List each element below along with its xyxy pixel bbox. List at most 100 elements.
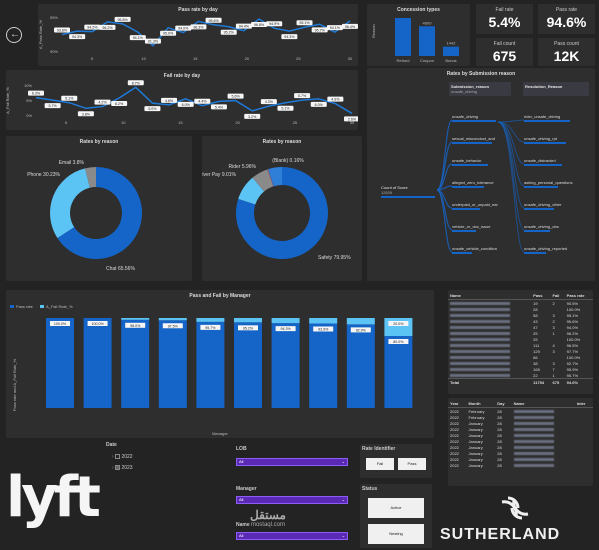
column-header[interactable]: Pass rate xyxy=(564,292,593,300)
column-header[interactable]: Name xyxy=(511,400,575,408)
legend-swatch xyxy=(10,305,14,308)
y-axis-label: Reason xyxy=(371,24,376,38)
data-label-bg xyxy=(69,34,86,40)
x-tick-label: Bonus xyxy=(445,58,456,63)
data-label: 6.3% xyxy=(32,92,41,96)
table-row[interactable]: 2022 January 28 xyxy=(448,462,593,468)
checkbox[interactable] xyxy=(115,454,121,460)
table-row[interactable]: 66 100.0% xyxy=(448,354,593,360)
table-row[interactable]: 47 3 94.0% xyxy=(448,324,593,330)
bar xyxy=(395,18,411,56)
chart-title: Pass and Fail by Manager xyxy=(189,293,251,299)
x-tick-label: 5 xyxy=(65,120,68,125)
manager-dropdown[interactable]: All ⌄ xyxy=(236,496,348,504)
table-row[interactable]: 2022 January 28 xyxy=(448,444,593,450)
data-label-bg xyxy=(129,35,146,41)
table-row[interactable]: 2022 January 28 xyxy=(448,432,593,438)
x-tick-label: 15 xyxy=(178,120,183,125)
table-row[interactable]: 2022 February 28 xyxy=(448,408,593,415)
mostaql-watermark: مستقل mostaql.com xyxy=(250,508,286,528)
tree-node-bar xyxy=(452,252,472,254)
x-axis-label: Manager xyxy=(212,431,228,436)
table-cell: February xyxy=(468,414,485,420)
name-table: Name Pass Fail Pass rate 19 2 90.5% 28 100.0% 58 3… xyxy=(448,290,593,394)
table-cell: 111 xyxy=(533,342,540,348)
data-label-bg xyxy=(94,99,111,105)
table-row[interactable]: 38 3 92.7% xyxy=(448,360,593,366)
chart-title: Pass rate by day xyxy=(178,7,218,13)
tree-header-1[interactable]: Submission_reason unsafe_driving xyxy=(449,82,511,96)
manager-bars: Pass rate A_Fail Rate_% Manager Pass rate a… xyxy=(10,304,413,436)
table-cell xyxy=(512,432,575,438)
table-cell: January xyxy=(468,462,483,468)
column-header[interactable]: Name xyxy=(448,292,532,300)
table-row[interactable]: 2022 January 28 xyxy=(448,426,593,432)
total-row: Total 11754 675 94.6% xyxy=(448,378,593,386)
table-cell: 165 xyxy=(533,366,540,372)
fail-bar xyxy=(196,318,225,322)
table-row[interactable]: 28 100.0% xyxy=(448,306,593,312)
data-label-bg xyxy=(294,93,311,99)
table-cell xyxy=(512,408,575,415)
lob-dropdown[interactable]: All ⌄ xyxy=(236,458,348,466)
data-label-bg xyxy=(251,21,268,27)
data-label: 100.0% xyxy=(54,322,67,326)
x-tick-label: 30 xyxy=(348,56,353,61)
table-row[interactable]: 43 2 95.6% xyxy=(448,318,593,324)
pass-bar xyxy=(346,324,375,408)
table-cell: 2022 xyxy=(450,432,459,438)
table-row[interactable]: 111 4 96.5% xyxy=(448,342,593,348)
fail-filter-button[interactable]: Fail xyxy=(366,458,394,470)
pass-bar xyxy=(46,318,74,408)
data-label-bg xyxy=(210,104,227,110)
active-filter-button[interactable]: Active xyxy=(368,498,424,518)
x-tick-label: Coupon xyxy=(420,58,434,63)
tree-header-2[interactable]: Resolution_Reason xyxy=(523,82,589,96)
pass-filter-button[interactable]: Pass xyxy=(398,458,426,470)
pass-count-kpi: Pass count 12K xyxy=(538,38,595,66)
table-row[interactable]: 58 3 95.1% xyxy=(448,312,593,318)
column-header[interactable]: Inter xyxy=(574,400,593,408)
column-header[interactable]: Pass xyxy=(531,292,551,300)
column-header[interactable]: Day xyxy=(495,400,512,408)
data-label: 5.1% xyxy=(281,107,290,111)
fail-line-plot: 6.3% 5.7% 5.1% 3.8% 4.2% 6.2% 8.7% 5.0% 4.6% 6.0%… xyxy=(24,80,358,125)
nesting-filter-button[interactable]: Nesting xyxy=(368,524,424,544)
table-row[interactable]: 2022 January 28 xyxy=(448,420,593,426)
tree-link xyxy=(497,119,525,123)
table-row[interactable]: 25 1 96.2% xyxy=(448,330,593,336)
table-cell xyxy=(448,342,531,348)
table-row[interactable]: 2022 January 28 xyxy=(448,438,593,444)
data-label-bg xyxy=(277,105,294,111)
data-label-bg xyxy=(281,34,298,40)
table-row[interactable]: 129 3 97.7% xyxy=(448,348,593,354)
back-button[interactable]: ← xyxy=(6,27,22,43)
table-cell: 2022 xyxy=(450,426,459,432)
table-row[interactable]: 25 100.0% xyxy=(448,336,593,342)
column-header[interactable]: Fail xyxy=(550,292,565,300)
year-2023-option[interactable]: › 2023 xyxy=(112,465,133,471)
tree-links: unsafe_drivingsexual_misconduct_andunsaf… xyxy=(436,114,572,254)
x-tick-label: 20 xyxy=(245,56,250,61)
tree-root[interactable]: Count of Score 12639 xyxy=(381,185,435,198)
table-row[interactable]: 19 2 90.5% xyxy=(448,300,593,307)
data-label: Driver Pay 9.01% xyxy=(202,172,237,178)
table-row[interactable]: 22 1 95.7% xyxy=(448,372,593,379)
table-row[interactable]: 2022 January 28 xyxy=(448,456,593,462)
table-cell: 28 xyxy=(497,438,502,444)
table-cell: 11754 xyxy=(531,378,551,386)
year-2022-option[interactable]: › 2022 xyxy=(112,454,133,460)
table-cell xyxy=(448,318,531,324)
table-cell: Total xyxy=(448,378,532,386)
table-row[interactable]: 2022 January 28 xyxy=(448,450,593,456)
table-row[interactable]: 2022 February 28 xyxy=(448,414,593,420)
column-header[interactable]: Month xyxy=(466,400,496,408)
data-label: 6.0% xyxy=(315,103,324,107)
name-dropdown[interactable]: All ⌄ xyxy=(236,532,348,540)
y-axis-label: Pass rate and A_Fail Rate_% xyxy=(12,358,17,411)
column-header[interactable]: Year xyxy=(448,400,467,408)
data-label-bg xyxy=(99,24,116,30)
table-row[interactable]: 165 7 95.9% xyxy=(448,366,593,372)
data-label-bg xyxy=(28,90,44,96)
checkbox[interactable] xyxy=(115,465,121,471)
